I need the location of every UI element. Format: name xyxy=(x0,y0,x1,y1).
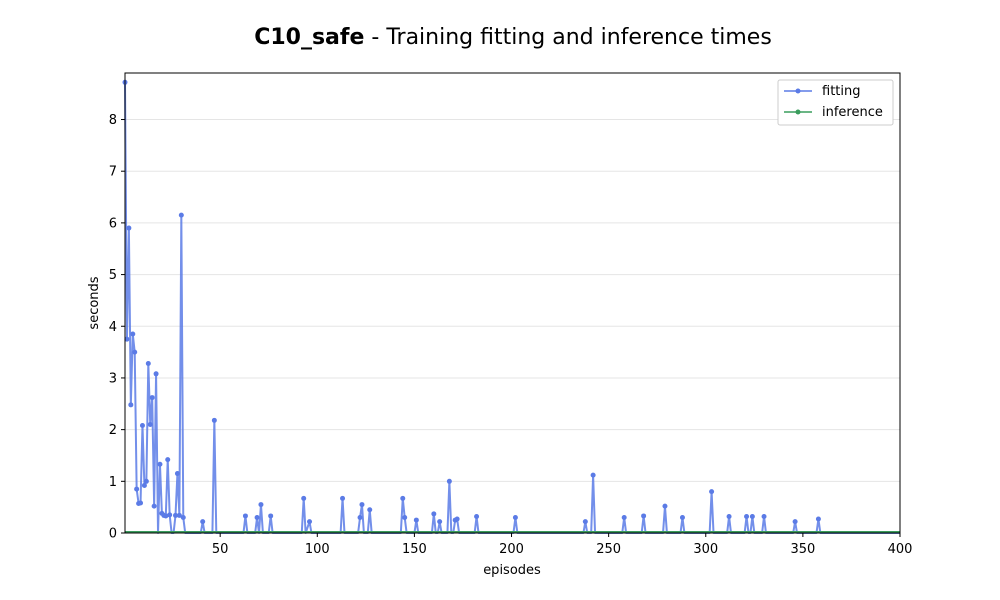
x-axis-label: episodes xyxy=(483,563,541,578)
fitting-point xyxy=(815,516,821,522)
fitting-point xyxy=(301,495,307,501)
fitting-point xyxy=(679,514,685,520)
fitting-point xyxy=(474,513,480,519)
fitting-point xyxy=(792,519,798,525)
fitting-point xyxy=(173,512,178,518)
y-tick-label: 0 xyxy=(109,527,117,542)
y-axis-label: seconds xyxy=(87,276,102,329)
fitting-point xyxy=(437,519,443,525)
legend-fitting-label: fitting xyxy=(822,84,861,99)
fitting-point xyxy=(147,421,153,427)
grid-lines xyxy=(125,119,900,534)
fitting-point xyxy=(132,349,138,355)
series-fitting xyxy=(122,79,900,534)
y-tick-label: 8 xyxy=(109,113,117,128)
legend-fitting-marker xyxy=(795,88,801,94)
fitting-point xyxy=(749,513,755,519)
fitting-point xyxy=(134,486,140,492)
y-axis-ticks: 0 1 2 3 4 5 6 7 8 xyxy=(109,113,125,542)
legend-inference-label: inference xyxy=(822,105,883,120)
fitting-point xyxy=(258,502,264,508)
plot-frame xyxy=(124,72,901,534)
y-tick-label: 6 xyxy=(109,216,117,231)
y-tick-label: 4 xyxy=(109,320,117,335)
fitting-point xyxy=(761,513,767,519)
y-tick-label: 3 xyxy=(109,371,117,386)
fitting-point xyxy=(709,489,715,495)
chart-title: C10_safe - Training fitting and inferenc… xyxy=(254,25,772,50)
fitting-point xyxy=(359,502,365,508)
fitting-point xyxy=(167,512,173,518)
fitting-line xyxy=(124,82,900,534)
fitting-point xyxy=(128,402,134,408)
fitting-point xyxy=(268,513,274,519)
fitting-point xyxy=(744,513,750,519)
fitting-point xyxy=(126,225,132,231)
fitting-point xyxy=(402,514,408,520)
fitting-point xyxy=(340,495,346,501)
x-tick-label: 300 xyxy=(693,542,718,557)
fitting-point xyxy=(590,472,596,478)
fitting-point xyxy=(454,516,460,522)
legend-inference-marker xyxy=(795,109,801,115)
fitting-point xyxy=(307,519,313,525)
x-tick-label: 200 xyxy=(499,542,524,557)
fitting-point xyxy=(357,514,363,520)
x-tick-label: 250 xyxy=(596,542,621,557)
fitting-point xyxy=(512,514,518,520)
fitting-point xyxy=(200,519,206,525)
fitting-point xyxy=(726,513,732,519)
x-tick-label: 50 xyxy=(212,542,229,557)
fitting-point xyxy=(153,371,159,377)
x-tick-label: 100 xyxy=(305,542,330,557)
fitting-point xyxy=(180,514,186,520)
fitting-point xyxy=(400,495,406,501)
fitting-point xyxy=(176,512,182,518)
fitting-point xyxy=(211,417,217,423)
legend: fitting inference xyxy=(777,79,894,126)
fitting-point xyxy=(165,457,171,463)
fitting-point xyxy=(174,471,180,477)
fitting-point xyxy=(163,513,169,519)
fitting-point xyxy=(151,503,157,509)
fitting-point xyxy=(367,507,373,513)
series-layer xyxy=(122,79,900,534)
y-tick-label: 7 xyxy=(109,165,117,180)
fitting-point xyxy=(130,331,136,337)
fitting-point xyxy=(145,360,151,366)
y-tick-label: 5 xyxy=(109,268,117,283)
fitting-point xyxy=(124,336,130,342)
fitting-point xyxy=(662,503,668,509)
x-axis-ticks: 50 100 150 200 250 300 350 400 xyxy=(212,533,913,557)
chart-title-rest: - Training fitting and inference times xyxy=(364,25,771,50)
fitting-point xyxy=(431,511,437,517)
x-tick-label: 150 xyxy=(402,542,427,557)
fitting-point xyxy=(139,422,145,428)
fitting-point xyxy=(178,212,184,218)
fitting-point xyxy=(157,461,163,467)
chart-title-bold: C10_safe xyxy=(254,25,364,50)
fitting-point xyxy=(413,517,419,523)
fitting-point xyxy=(242,513,248,519)
x-tick-label: 350 xyxy=(790,542,815,557)
fitting-point xyxy=(621,514,627,520)
fitting-point xyxy=(641,513,647,519)
x-tick-label: 400 xyxy=(888,542,913,557)
y-tick-label: 2 xyxy=(109,423,117,438)
fitting-point xyxy=(582,519,588,525)
y-tick-label: 1 xyxy=(109,475,117,490)
fitting-point xyxy=(254,514,260,520)
fitting-point xyxy=(138,500,144,506)
fitting-point xyxy=(446,478,452,484)
fitting-point xyxy=(143,478,149,484)
fitting-point xyxy=(149,395,155,401)
fitting-point xyxy=(141,482,147,488)
